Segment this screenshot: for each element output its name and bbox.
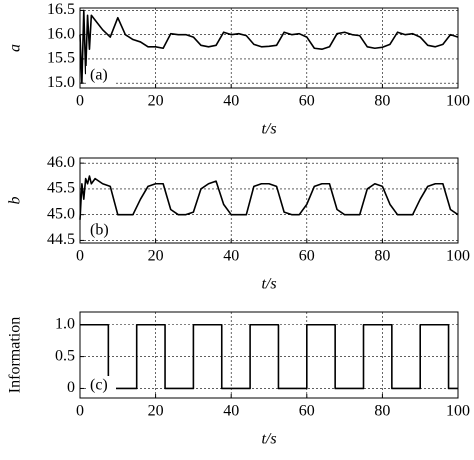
y-tick-label: 16.0 [47,25,75,42]
y-tick-label: 45.0 [47,205,75,222]
y-axis-label: b [7,197,24,205]
x-tick-label: 40 [223,403,239,420]
x-axis-label: t/s [261,431,276,448]
x-tick-label: 0 [76,93,84,110]
y-tick-label: 15.0 [47,74,75,91]
annotation-bg [86,376,116,394]
x-axis-label: t/s [261,121,276,138]
data-line [80,323,458,390]
x-tick-label: 80 [374,248,390,265]
x-tick-label: 60 [299,403,315,420]
annotation-bg [86,66,116,84]
x-tick-label: 0 [76,248,84,265]
x-tick-label: 40 [223,93,239,110]
y-tick-label: 0 [67,379,75,396]
x-tick-label: 100 [446,403,470,420]
y-tick-label: 0.5 [55,347,75,364]
annotation: (a) [90,67,108,84]
y-axis-label: a [7,44,24,52]
data-line [79,175,459,220]
x-tick-label: 80 [374,93,390,110]
x-axis-label: t/s [261,276,276,293]
y-tick-label: 44.5 [47,231,75,248]
y-tick-label: 1.0 [55,315,75,332]
x-tick-label: 60 [299,93,315,110]
plot-frame [79,157,459,244]
x-tick-label: 100 [446,248,470,265]
x-tick-label: 0 [76,403,84,420]
x-tick-label: 80 [374,403,390,420]
x-tick-label: 60 [299,248,315,265]
annotation: (b) [90,222,109,239]
annotation-bg [86,221,116,239]
plot-frame [79,311,459,399]
y-tick-label: 45.5 [47,180,75,197]
y-tick-label: 46.0 [47,154,75,171]
y-axis-label: Information [7,317,24,393]
x-tick-label: 40 [223,248,239,265]
x-tick-label: 20 [148,248,164,265]
x-tick-label: 20 [148,403,164,420]
x-tick-label: 20 [148,93,164,110]
plot-frame [79,7,459,89]
annotation: (c) [90,377,108,394]
y-tick-label: 15.5 [47,50,75,67]
x-tick-label: 100 [446,93,470,110]
y-tick-label: 16.5 [47,1,75,18]
data-line [79,9,459,84]
